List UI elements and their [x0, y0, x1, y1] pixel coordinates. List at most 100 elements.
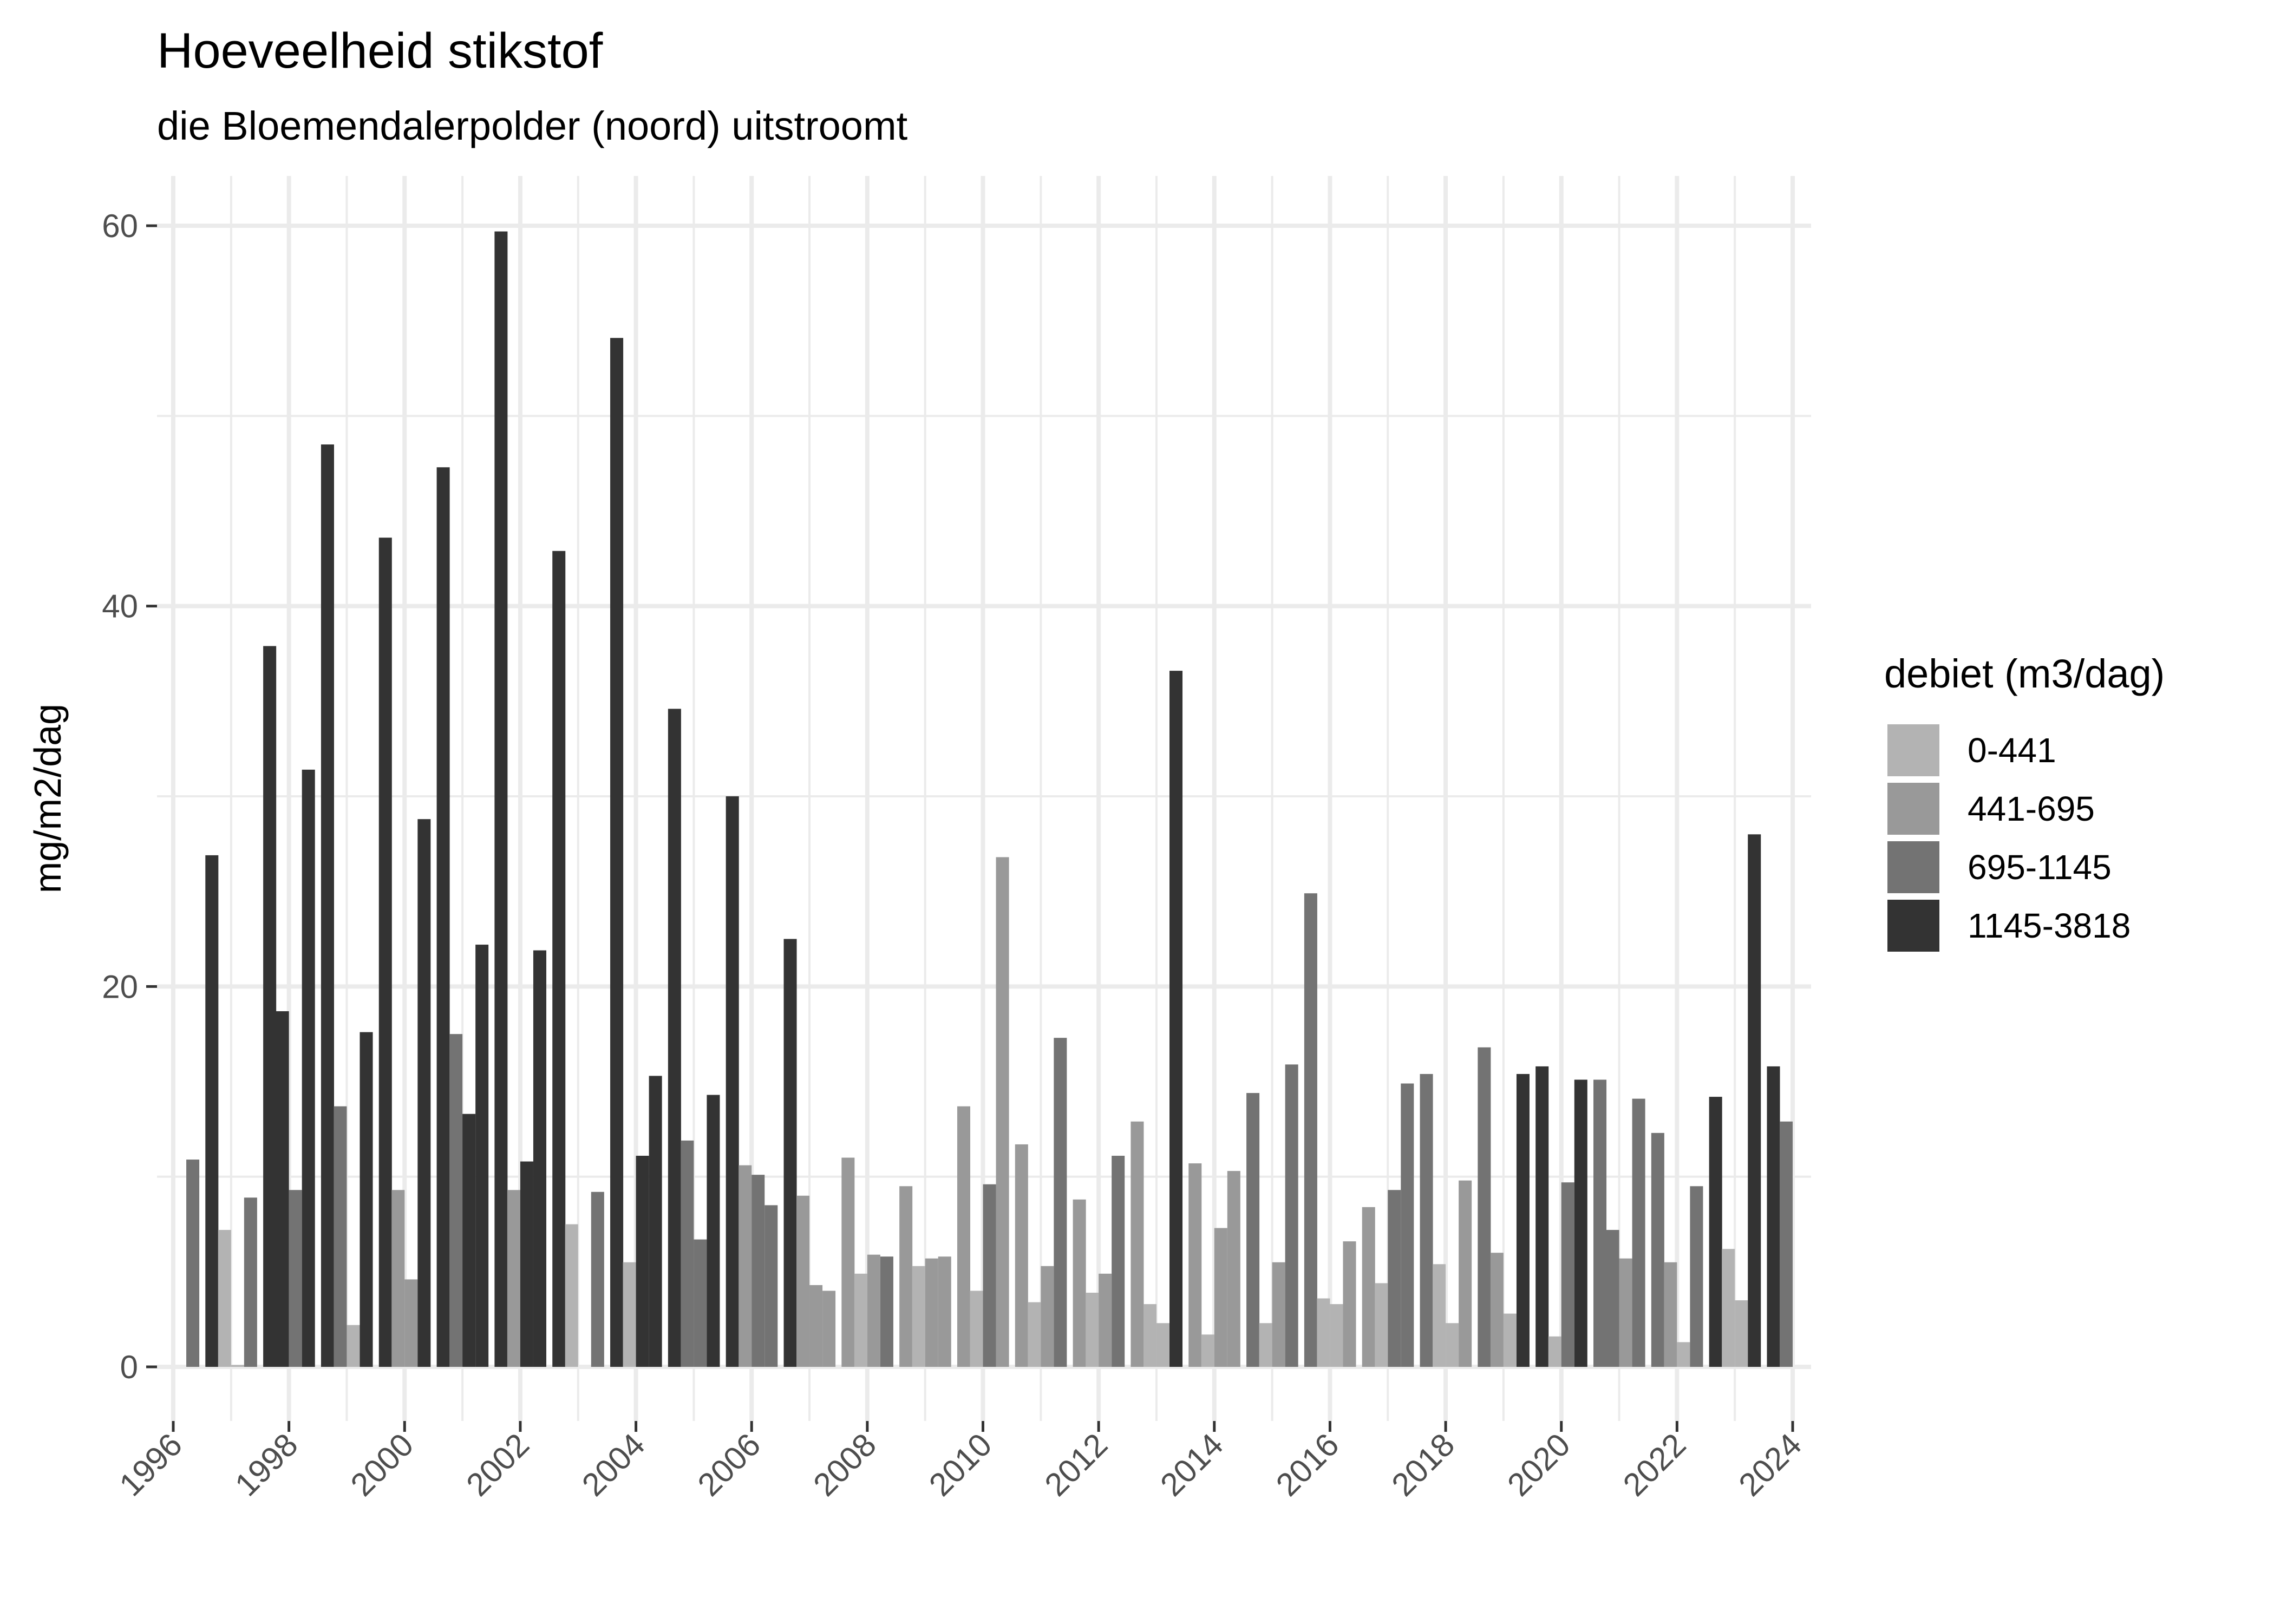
grid-lines: [157, 176, 1811, 1421]
bar: [1099, 1273, 1112, 1367]
bar: [1420, 1073, 1433, 1367]
legend-swatch: [1887, 783, 1939, 835]
bar: [533, 950, 546, 1367]
bar: [404, 1279, 418, 1367]
bar: [912, 1266, 925, 1367]
bar: [1272, 1262, 1285, 1367]
bar: [1535, 1066, 1549, 1367]
bar: [1548, 1336, 1561, 1367]
bar: [218, 1230, 231, 1367]
bar: [1112, 1156, 1125, 1367]
bar: [1574, 1079, 1587, 1367]
bar: [205, 855, 219, 1367]
bar: [1227, 1171, 1240, 1367]
chart-title: Hoeveelheid stikstof: [157, 23, 603, 78]
bar: [1330, 1304, 1343, 1367]
bar: [1478, 1047, 1491, 1367]
bar: [186, 1160, 200, 1367]
bar: [707, 1095, 720, 1367]
bar: [1490, 1253, 1504, 1367]
bar: [822, 1291, 836, 1367]
legend-swatch: [1887, 900, 1939, 952]
bar: [636, 1156, 649, 1367]
bar: [739, 1165, 752, 1367]
bar: [1709, 1097, 1722, 1367]
bar: [289, 1190, 302, 1367]
bar: [1779, 1121, 1793, 1367]
legend-label: 0-441: [1968, 731, 2056, 770]
bar: [494, 231, 508, 1367]
bar: [1343, 1241, 1356, 1367]
bar: [378, 538, 392, 1367]
bar: [1748, 834, 1761, 1367]
bar: [302, 769, 315, 1367]
bar: [507, 1190, 520, 1367]
bar: [610, 338, 624, 1367]
bar: [1388, 1190, 1401, 1367]
bar: [1664, 1262, 1677, 1367]
y-tick-label: 0: [120, 1349, 138, 1385]
bar: [1259, 1323, 1272, 1367]
y-tick-label: 20: [102, 968, 138, 1005]
bar: [1054, 1038, 1067, 1367]
bar: [1362, 1207, 1375, 1367]
y-axis-label: mg/m2/dag: [27, 704, 69, 893]
bar: [996, 857, 1009, 1367]
bar: [1619, 1258, 1632, 1367]
bar: [899, 1186, 913, 1367]
bar: [783, 939, 797, 1367]
bar: [925, 1258, 938, 1367]
bar: [1433, 1264, 1446, 1367]
bar: [1606, 1230, 1619, 1367]
bar: [1375, 1283, 1388, 1367]
bar: [360, 1032, 373, 1367]
legend: debiet (m3/dag) 0-441 441-695 695-1145 1145…: [1884, 651, 2165, 952]
bar: [1246, 1093, 1260, 1367]
bar: [983, 1184, 996, 1367]
bar: [520, 1161, 533, 1367]
legend-swatch: [1887, 724, 1939, 776]
bar: [1401, 1083, 1414, 1367]
bar: [417, 819, 431, 1367]
bar: [809, 1285, 823, 1367]
bar: [1214, 1228, 1227, 1367]
bar: [1156, 1323, 1169, 1367]
bar: [1735, 1300, 1748, 1367]
bars: [186, 231, 1793, 1367]
bar: [347, 1325, 360, 1367]
bar: [1304, 893, 1317, 1367]
bar: [1201, 1334, 1214, 1367]
y-tick-label: 60: [102, 208, 138, 244]
bar: [1285, 1064, 1298, 1367]
bar: [764, 1205, 778, 1367]
bar: [244, 1197, 257, 1367]
bar: [263, 646, 277, 1367]
bar: [231, 1365, 244, 1367]
bar: [1143, 1304, 1156, 1367]
bar: [276, 1011, 289, 1367]
bar: [726, 796, 739, 1367]
bar: [1188, 1163, 1202, 1367]
chart-subtitle: die Bloemendalerpolder (noord) uitstroom…: [157, 103, 908, 148]
bar: [649, 1076, 662, 1367]
bar: [854, 1273, 867, 1367]
bar: [694, 1239, 707, 1367]
bar: [1593, 1079, 1607, 1367]
bar: [436, 467, 450, 1367]
bar: [475, 945, 489, 1367]
bar: [321, 444, 334, 1367]
bar: [841, 1157, 855, 1367]
bar: [880, 1256, 893, 1367]
bar: [970, 1291, 983, 1367]
bar: [1690, 1186, 1703, 1367]
legend-swatch: [1887, 841, 1939, 893]
bar: [552, 551, 566, 1367]
bar: [1015, 1144, 1028, 1367]
bar: [1677, 1342, 1690, 1367]
bar: [1516, 1073, 1530, 1367]
bar: [1131, 1121, 1144, 1367]
bar: [462, 1114, 476, 1367]
bar: [957, 1106, 970, 1367]
bar: [1651, 1132, 1664, 1367]
